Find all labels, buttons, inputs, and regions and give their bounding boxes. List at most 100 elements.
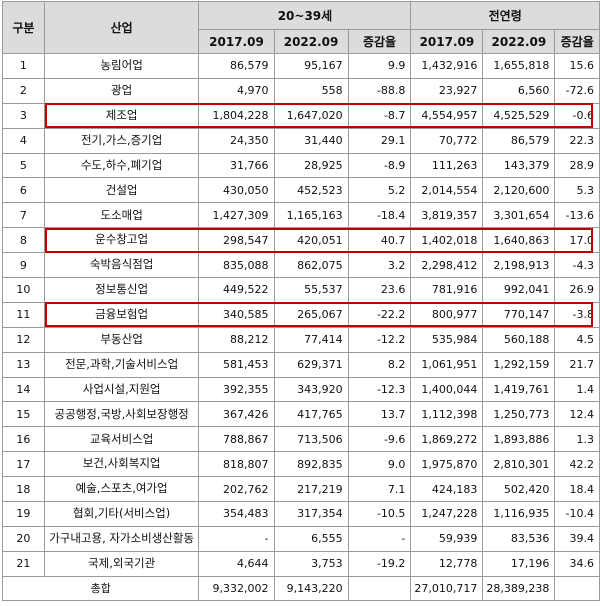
row-number: 2 [2, 77, 45, 104]
row-2039-2017: 392,355 [198, 376, 275, 403]
row-industry: 교육서비스업 [43, 426, 200, 453]
row-number: 8 [2, 227, 45, 254]
row-industry: 도소매업 [43, 202, 200, 229]
row-number: 13 [2, 351, 45, 378]
row-all-change: 12.4 [554, 401, 600, 428]
row-industry: 전문,과학,기술서비스업 [43, 351, 200, 378]
row-2039-2017: 835,088 [198, 252, 275, 279]
row-number: 4 [2, 127, 45, 154]
row-all-2017: 1,247,228 [410, 501, 484, 527]
table-row: 18 예술,스포츠,여가업 202,762 217,219 7.1 424,18… [2, 476, 600, 503]
table-row: 1 농림어업 86,579 95,167 9.9 1,432,916 1,655… [2, 53, 600, 79]
row-2039-2022: 558 [273, 77, 349, 104]
row-all-change: -4.3 [554, 252, 600, 279]
row-2039-change: 40.7 [347, 227, 412, 254]
row-2039-change: 9.9 [347, 53, 412, 79]
row-number: 11 [2, 301, 45, 328]
row-2039-change: -19.2 [347, 550, 412, 577]
row-2039-change: -88.8 [347, 77, 412, 104]
row-all-2017: 1,869,272 [410, 426, 484, 453]
row-all-change: 1.3 [554, 426, 600, 453]
row-2039-change: 13.7 [347, 401, 412, 428]
row-2039-2017: 31,766 [198, 152, 275, 179]
row-industry: 예술,스포츠,여가업 [43, 476, 200, 503]
row-2039-2022: 3,753 [273, 550, 349, 577]
table-row: 8 운수창고업 298,547 420,051 40.7 1,402,018 1… [2, 227, 600, 254]
header-2039-2022: 2022.09 [273, 29, 349, 54]
row-industry: 전기,가스,증기업 [43, 127, 200, 154]
row-2039-2022: 28,925 [273, 152, 349, 179]
row-number: 17 [2, 451, 45, 478]
row-all-2022: 2,810,301 [482, 451, 556, 478]
header-category: 구분 [2, 1, 45, 54]
row-all-2017: 424,183 [410, 476, 484, 503]
row-all-2022: 1,419,761 [482, 376, 556, 403]
row-all-change: -3.8 [554, 301, 600, 328]
row-all-2017: 800,977 [410, 301, 484, 328]
row-2039-2022: 1,165,163 [273, 202, 349, 229]
row-2039-2017: 430,050 [198, 177, 275, 204]
row-2039-2017: 340,585 [198, 301, 275, 328]
row-2039-2022: 343,920 [273, 376, 349, 403]
total-2039-change [347, 575, 412, 601]
row-2039-change: 7.1 [347, 476, 412, 503]
row-2039-change: 23.6 [347, 277, 412, 303]
row-industry: 정보통신업 [43, 277, 200, 303]
row-all-2017: 781,916 [410, 277, 484, 303]
total-row: 총합 9,332,002 9,143,220 27,010,717 28,389… [1, 575, 600, 601]
table-row: 12 부동산업 88,212 77,414 -12.2 535,984 560,… [2, 326, 600, 353]
row-all-2022: 2,198,913 [482, 252, 556, 279]
row-industry: 부동산업 [43, 326, 200, 353]
row-industry: 보건,사회복지업 [43, 451, 200, 478]
table-row: 20 가구내고용, 자가소비생산활동 - 6,555 - 59,939 83,5… [2, 525, 600, 552]
row-all-change: -0.6 [554, 102, 600, 129]
total-2039-2017: 9,332,002 [198, 575, 275, 601]
row-number: 12 [2, 326, 45, 353]
table-row: 10 정보통신업 449,522 55,537 23.6 781,916 992… [2, 277, 600, 303]
row-all-2022: 1,116,935 [482, 501, 556, 527]
row-2039-change: -8.9 [347, 152, 412, 179]
row-2039-2017: 581,453 [198, 351, 275, 378]
row-2039-2017: - [198, 525, 275, 552]
row-all-2022: 1,640,863 [482, 227, 556, 254]
row-2039-change: -18.4 [347, 202, 412, 229]
row-all-2022: 2,120,600 [482, 177, 556, 204]
row-2039-2022: 862,075 [273, 252, 349, 279]
total-all-change [554, 575, 600, 601]
row-2039-2022: 6,555 [273, 525, 349, 552]
row-all-2017: 2,014,554 [410, 177, 484, 204]
header-row-sub: 2017.09 2022.09 증감율 2017.09 2022.09 증감율 [3, 29, 600, 54]
row-all-2022: 4,525,529 [482, 102, 556, 129]
row-all-change: 1.4 [554, 376, 600, 403]
table-row: 21 국제,외국기관 4,644 3,753 -19.2 12,778 17,1… [2, 550, 600, 577]
row-2039-change: 8.2 [347, 351, 412, 378]
row-2039-2017: 88,212 [198, 326, 275, 353]
row-all-2017: 3,819,357 [410, 202, 484, 229]
row-all-2022: 770,147 [482, 301, 556, 328]
row-industry: 운수창고업 [43, 227, 200, 254]
row-all-2017: 1,400,044 [410, 376, 484, 403]
row-number: 18 [2, 476, 45, 503]
row-all-change: -10.4 [554, 501, 600, 527]
row-all-2017: 535,984 [410, 326, 484, 353]
row-all-2017: 59,939 [410, 525, 484, 552]
row-industry: 가구내고용, 자가소비생산활동 [43, 525, 200, 552]
row-2039-2017: 4,644 [198, 550, 275, 577]
row-all-change: 42.2 [554, 451, 600, 478]
row-industry: 국제,외국기관 [43, 550, 200, 577]
row-all-2022: 1,893,886 [482, 426, 556, 453]
row-2039-2022: 217,219 [273, 476, 349, 503]
header-industry: 산업 [43, 1, 200, 54]
row-2039-change: 9.0 [347, 451, 412, 478]
table-row: 13 전문,과학,기술서비스업 581,453 629,371 8.2 1,06… [2, 351, 600, 378]
header-all-2017: 2017.09 [410, 29, 484, 54]
row-2039-change: 5.2 [347, 177, 412, 204]
row-all-2017: 1,061,951 [410, 351, 484, 378]
row-2039-change: -9.6 [347, 426, 412, 453]
table-row: 3 제조업 1,804,228 1,647,020 -8.7 4,554,957… [2, 102, 600, 129]
row-2039-change: -12.2 [347, 326, 412, 353]
row-all-2017: 2,298,412 [410, 252, 484, 279]
row-all-2017: 12,778 [410, 550, 484, 577]
